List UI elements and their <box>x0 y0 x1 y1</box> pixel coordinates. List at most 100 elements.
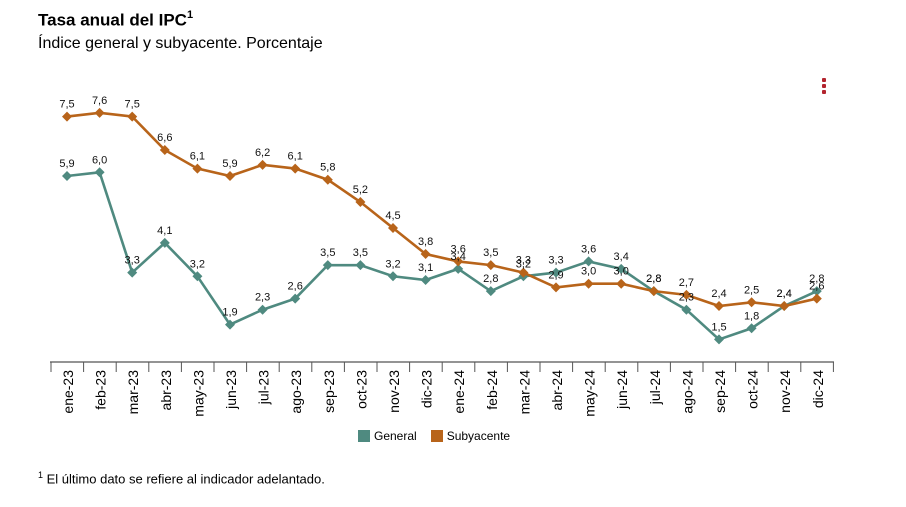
legend-label-subyacente: Subyacente <box>446 429 511 443</box>
data-label: 2,8 <box>809 273 824 285</box>
data-label: 2,3 <box>679 292 694 304</box>
x-tick-label: jun-23 <box>223 370 239 410</box>
legend-item-general[interactable]: General <box>358 429 417 443</box>
data-point[interactable] <box>225 319 235 330</box>
data-label: 3,0 <box>614 266 629 278</box>
data-point[interactable] <box>290 163 301 174</box>
series-general <box>62 167 822 345</box>
data-point[interactable] <box>420 249 431 259</box>
x-tick-label: jun-24 <box>614 370 630 410</box>
data-label: 2,9 <box>548 269 563 281</box>
data-point[interactable] <box>616 278 627 289</box>
x-tick-label: ene-24 <box>451 370 467 414</box>
data-point[interactable] <box>159 145 170 155</box>
data-point[interactable] <box>257 159 268 170</box>
data-label: 4,1 <box>157 225 172 237</box>
data-point[interactable] <box>714 334 724 345</box>
data-label: 3,1 <box>418 262 433 274</box>
x-tick-label: abr-23 <box>158 370 174 411</box>
x-tick-label: may-23 <box>190 370 206 417</box>
data-label: 2,7 <box>679 277 694 289</box>
data-point[interactable] <box>127 267 138 278</box>
data-point[interactable] <box>485 260 496 271</box>
data-point[interactable] <box>420 275 431 285</box>
title-footnote-mark: 1 <box>186 9 194 21</box>
data-label: 2,8 <box>646 273 661 285</box>
data-label: 3,2 <box>190 258 205 270</box>
x-tick-label: jul-24 <box>647 370 663 405</box>
data-label: 1,9 <box>222 307 237 319</box>
data-point[interactable] <box>388 271 398 282</box>
data-point[interactable] <box>355 260 366 271</box>
data-point[interactable] <box>583 278 594 289</box>
x-tick-label: ago-23 <box>288 370 304 414</box>
data-point[interactable] <box>62 171 72 181</box>
data-point[interactable] <box>681 304 692 315</box>
data-point[interactable] <box>388 223 398 233</box>
data-point[interactable] <box>681 289 692 300</box>
data-label: 2,4 <box>777 288 792 300</box>
data-point[interactable] <box>290 293 301 304</box>
data-point[interactable] <box>257 304 268 315</box>
data-point[interactable] <box>453 256 464 267</box>
legend-item-subyacente[interactable]: Subyacente <box>430 429 511 443</box>
series-line <box>66 111 818 308</box>
data-point[interactable] <box>94 167 105 178</box>
data-label: 6,2 <box>255 147 270 159</box>
data-label: 2,3 <box>255 292 270 304</box>
series-subyacente <box>62 107 822 311</box>
data-label: 3,0 <box>581 266 596 278</box>
data-point[interactable] <box>648 286 659 297</box>
data-point[interactable] <box>94 107 105 118</box>
data-label: 2,6 <box>809 281 824 293</box>
data-label: 5,9 <box>59 158 74 170</box>
data-point[interactable] <box>225 171 235 181</box>
vertical-dots-icon[interactable] <box>820 78 828 98</box>
x-tick-label: mar-24 <box>516 370 532 415</box>
x-tick-label: dic-24 <box>810 370 826 408</box>
footnote: 1 El último dato se refiere al indicador… <box>38 470 325 487</box>
data-point[interactable] <box>192 163 203 174</box>
x-tick-label: feb-24 <box>484 370 500 410</box>
x-tick-label: ene-23 <box>60 370 76 414</box>
data-point[interactable] <box>485 286 496 297</box>
x-tick-label: jul-23 <box>256 370 272 405</box>
data-point[interactable] <box>746 323 757 334</box>
data-label: 1,8 <box>744 310 759 322</box>
data-point[interactable] <box>616 263 627 274</box>
data-label: 2,6 <box>288 281 303 293</box>
data-label: 3,3 <box>548 255 563 267</box>
data-point[interactable] <box>453 263 464 274</box>
data-label: 2,8 <box>646 273 661 285</box>
data-point[interactable] <box>518 267 529 278</box>
data-label: 3,4 <box>451 251 466 263</box>
legend-swatch-subyacente <box>430 430 443 442</box>
data-label: 3,6 <box>581 243 596 255</box>
data-label: 5,2 <box>353 184 368 196</box>
data-label: 6,1 <box>288 151 303 163</box>
data-point[interactable] <box>127 111 138 122</box>
data-label: 2,4 <box>777 288 792 300</box>
footnote-mark: 1 <box>38 470 44 480</box>
data-label: 3,2 <box>385 258 400 270</box>
data-label: 4,5 <box>385 210 400 222</box>
data-label: 2,5 <box>744 284 759 296</box>
data-point[interactable] <box>62 111 72 122</box>
data-point[interactable] <box>355 197 366 207</box>
data-point[interactable] <box>714 301 724 311</box>
x-tick-label: feb-23 <box>93 370 109 410</box>
data-label: 7,6 <box>92 95 107 107</box>
data-point[interactable] <box>551 282 561 293</box>
data-point[interactable] <box>322 260 333 271</box>
data-point[interactable] <box>159 237 170 248</box>
data-point[interactable] <box>551 267 561 278</box>
data-point[interactable] <box>322 174 333 185</box>
data-point[interactable] <box>746 297 757 308</box>
data-label: 5,8 <box>320 162 335 174</box>
legend: General Subyacente <box>358 429 524 443</box>
data-point[interactable] <box>811 286 822 297</box>
data-point[interactable] <box>192 271 203 282</box>
data-point[interactable] <box>779 301 790 311</box>
data-point[interactable] <box>583 256 594 267</box>
data-point[interactable] <box>811 293 822 304</box>
